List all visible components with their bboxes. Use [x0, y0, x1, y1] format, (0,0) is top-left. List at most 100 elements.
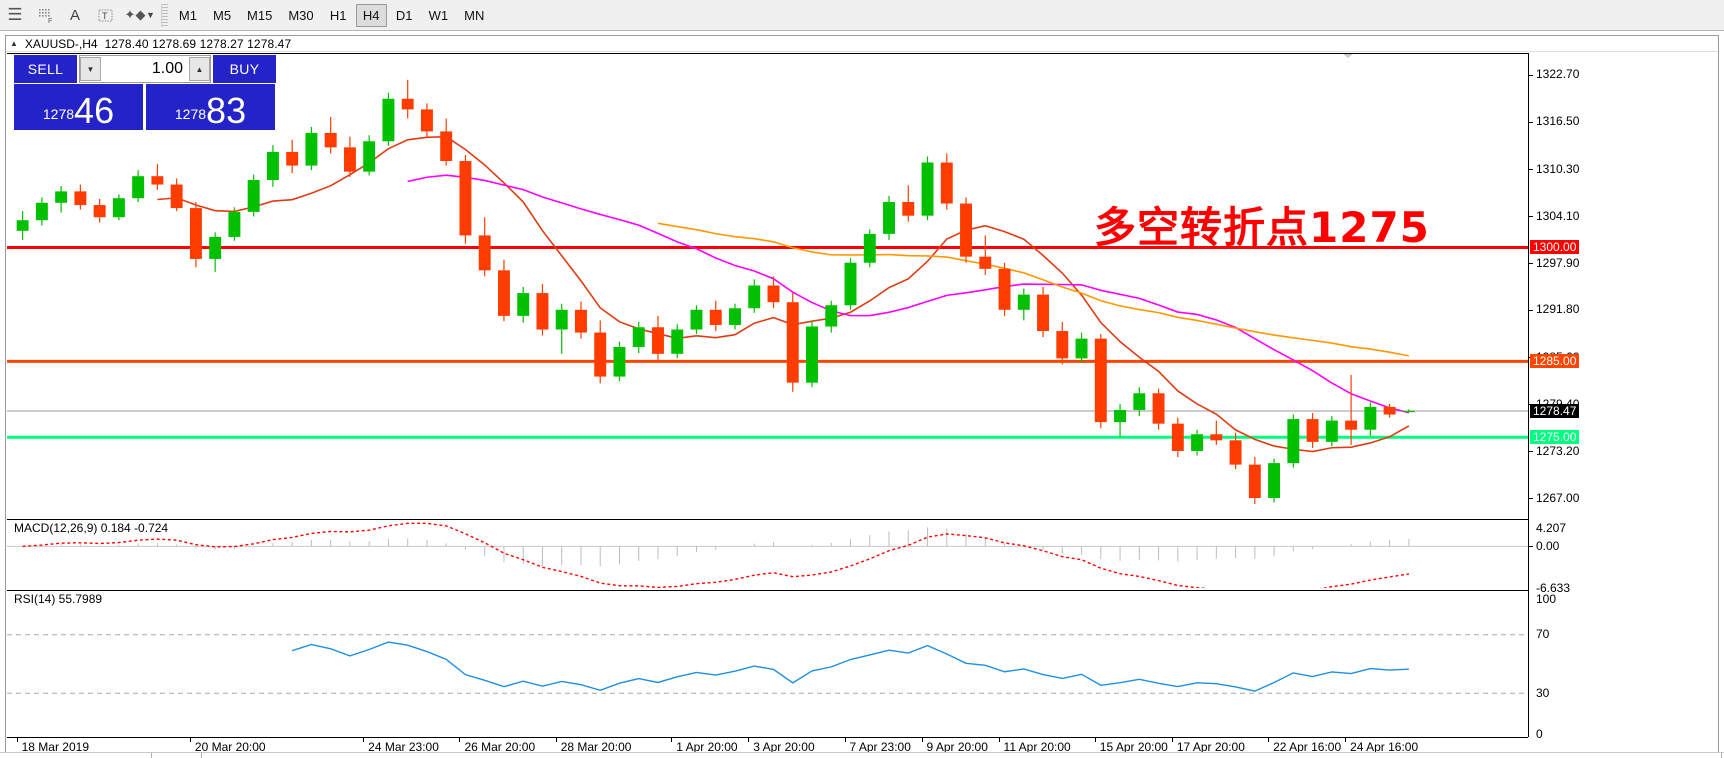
timeframe-group: M1 M5 M15 M30 H1 H4 D1 W1 MN	[172, 3, 493, 27]
timeframe-h1-button[interactable]: H1	[329, 7, 347, 23]
candle-body	[555, 309, 568, 330]
candle-body	[266, 151, 279, 180]
time-tick-label: 1 Apr 20:00	[676, 740, 738, 754]
objects-icon[interactable]: ✦◆	[124, 7, 146, 22]
candle-body	[1075, 338, 1088, 359]
volume-stepper[interactable]: ▼ 1.00 ▲	[79, 55, 211, 83]
chart-scroll-marker-icon[interactable]	[1342, 53, 1354, 58]
chart-ohlc-values: 1278.40 1278.69 1278.27 1278.47	[104, 36, 292, 51]
price-axis[interactable]: 1322.70 1316.50 1310.30 1304.10 1297.90 1291.…	[1528, 53, 1718, 741]
current-price-badge[interactable]: 1278.47	[1530, 403, 1580, 418]
macd-pane[interactable]: MACD(12,26,9) 0.184 -0.724	[7, 519, 1528, 588]
candle-body	[1345, 420, 1358, 430]
buy-price-prefix: 1278	[174, 106, 207, 122]
candle-body	[940, 162, 953, 204]
buy-price-pips: 83	[206, 90, 247, 131]
rsi-pane[interactable]: RSI(14) 55.7989	[7, 590, 1528, 737]
candle-body	[247, 179, 260, 212]
candle-body	[632, 327, 645, 347]
candle-body	[1364, 406, 1377, 430]
time-tick-separator	[1268, 738, 1270, 742]
chart-symbol-label: XAUUSD-,H4	[24, 36, 98, 51]
sell-button[interactable]: SELL	[14, 55, 77, 83]
candle-body	[1056, 331, 1069, 359]
timeframe-h4-button[interactable]: H4	[355, 3, 387, 27]
toolbar-grip[interactable]	[160, 3, 168, 27]
candle-body	[960, 203, 973, 257]
time-tick-separator	[189, 738, 191, 742]
chevron-down-icon[interactable]: ▼	[146, 10, 155, 20]
timeframe-m1-button[interactable]: M1	[178, 7, 197, 23]
grid-icon[interactable]: F	[30, 1, 60, 30]
time-tick-label: 22 Apr 16:00	[1273, 740, 1342, 754]
macd-chart-svg	[7, 522, 1528, 588]
timeframe-m30-button[interactable]: M30	[288, 7, 314, 23]
volume-increase-button[interactable]: ▲	[189, 57, 210, 81]
candle-body	[1325, 420, 1338, 442]
candle-body	[324, 132, 337, 148]
candle-body	[170, 184, 183, 209]
candle-body	[1037, 294, 1050, 332]
level-1275-badge[interactable]: 1275.00	[1530, 430, 1580, 445]
svg-text:T: T	[102, 11, 108, 21]
candle-body	[228, 211, 241, 237]
time-tick-separator	[748, 738, 750, 742]
time-tick-label: 9 Apr 20:00	[926, 740, 988, 754]
price-tick: 1291.80	[1529, 302, 1579, 316]
time-tick-separator	[459, 738, 461, 742]
indicators-icon[interactable]: ☰	[7, 5, 23, 24]
candle-body	[517, 293, 530, 316]
text-label-icon[interactable]: A	[69, 6, 80, 24]
candle-body	[209, 236, 222, 259]
chart-window: ▲ XAUUSD-,H4 1278.40 1278.69 1278.27 127…	[5, 35, 1719, 754]
candle-body	[305, 132, 318, 166]
volume-input[interactable]: 1.00	[151, 60, 183, 77]
chart-header: ▲ XAUUSD-,H4 1278.40 1278.69 1278.27 127…	[6, 36, 1718, 52]
candle-body	[748, 285, 761, 309]
one-click-trading-panel[interactable]: SELL ▼ 1.00 ▲ BUY 1278 46 1278 83	[14, 55, 276, 130]
volume-decrease-button[interactable]: ▼	[80, 57, 101, 81]
timeframe-d1-button[interactable]: D1	[395, 7, 413, 23]
candle-body	[1094, 338, 1107, 423]
chart-annotation-text[interactable]: 多空转折点1275	[1094, 203, 1430, 252]
rsi-chart-svg	[7, 634, 1528, 694]
timeframe-w1-button[interactable]: W1	[428, 7, 449, 23]
time-tick-label: 26 Mar 20:00	[464, 740, 536, 754]
rsi-tick: 70	[1536, 627, 1550, 642]
candle-body	[671, 329, 684, 354]
time-tick-label: 28 Mar 20:00	[560, 740, 632, 754]
time-tick-label: 24 Apr 16:00	[1350, 740, 1419, 754]
time-axis[interactable]: 18 Mar 2019 20 Mar 20:00 24 Mar 23:00 26 Ma…	[7, 737, 1528, 754]
timeframe-mn-button[interactable]: MN	[464, 7, 485, 23]
level-1285-badge[interactable]: 1285.00	[1530, 354, 1580, 369]
macd-tick: 0.00	[1529, 539, 1559, 553]
candle-body	[189, 208, 202, 259]
sell-price-display[interactable]: 1278 46	[14, 84, 143, 130]
candle-body	[420, 109, 433, 132]
macd-tick: -6.633	[1536, 581, 1571, 595]
price-pane[interactable]	[7, 53, 1528, 517]
timeframe-m5-button[interactable]: M5	[212, 7, 232, 23]
timeframe-m15-button[interactable]: M15	[247, 7, 273, 23]
main-toolbar: ☰ F A T ✦◆ ▼ M1 M5 M15 M30 H1 H4 D1 W1 MN	[0, 0, 1724, 31]
buy-price-display[interactable]: 1278 83	[146, 84, 275, 130]
text-box-icon[interactable]: T	[90, 1, 120, 30]
price-tick: 1322.70	[1529, 67, 1579, 81]
candle-body	[1133, 393, 1146, 410]
price-tick: 1316.50	[1529, 114, 1579, 128]
time-tick-separator	[555, 738, 557, 742]
time-tick-label: 3 Apr 20:00	[753, 740, 815, 754]
time-tick-separator	[998, 738, 1000, 742]
level-1300-badge[interactable]: 1300.00	[1530, 239, 1580, 254]
candle-body	[825, 305, 838, 327]
candle-body	[35, 202, 48, 221]
collapse-triangle-icon[interactable]: ▲	[10, 39, 18, 48]
moving-average-ma-medium	[407, 174, 1410, 414]
candle-body	[767, 285, 780, 303]
status-bar	[0, 752, 1724, 758]
candle-body	[286, 151, 299, 166]
buy-button[interactable]: BUY	[213, 55, 276, 83]
candle-body	[382, 98, 395, 142]
price-tick: 1297.90	[1529, 256, 1579, 270]
candle-body	[459, 161, 472, 236]
